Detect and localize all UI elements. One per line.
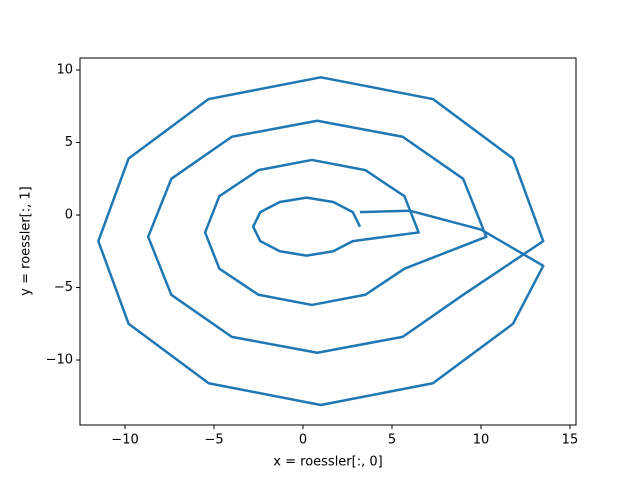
plot-frame <box>79 57 577 426</box>
x-tick-label: 10 <box>473 433 490 448</box>
data-line <box>97 76 545 407</box>
x-tick-label: 5 <box>388 433 396 448</box>
y-tick-label: −10 <box>46 353 73 368</box>
y-tick-label: 0 <box>65 208 73 223</box>
x-axis-label: x = roessler[:, 0] <box>273 455 382 470</box>
y-tick-label: 10 <box>56 63 73 78</box>
x-tick-label: 0 <box>299 433 307 448</box>
x-tick-label: −5 <box>204 433 223 448</box>
y-axis-label: y = roessler[:, 1] <box>19 186 34 295</box>
x-tick-label: −10 <box>111 433 138 448</box>
x-tick-label: 15 <box>562 433 579 448</box>
y-tick-label: −5 <box>54 280 73 295</box>
y-tick-label: 5 <box>65 135 73 150</box>
